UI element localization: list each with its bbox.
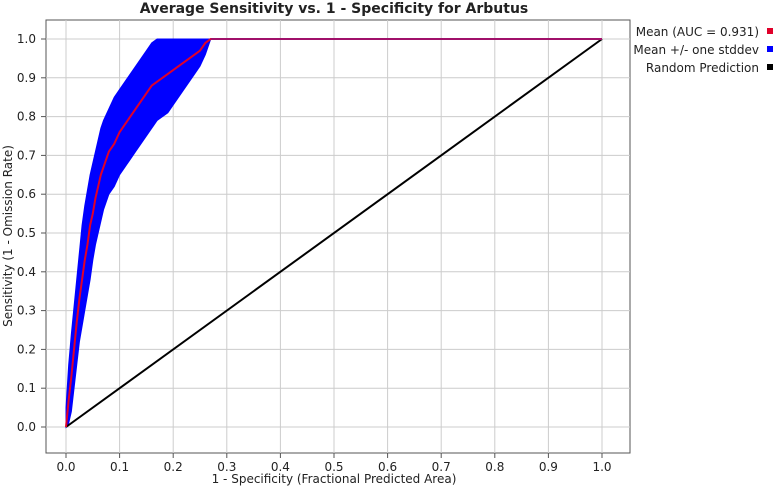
x-tick-label: 0.7 bbox=[432, 460, 451, 474]
legend-swatch-mean bbox=[767, 28, 773, 34]
y-tick-label: 0.7 bbox=[17, 148, 36, 162]
random-prediction-line bbox=[65, 38, 603, 428]
legend-swatch-random bbox=[767, 64, 773, 70]
x-tick-label: 0.2 bbox=[164, 460, 183, 474]
chart-title: Average Sensitivity vs. 1 - Specificity … bbox=[140, 1, 529, 17]
legend: Mean (AUC = 0.931) Mean +/- one stddev R… bbox=[633, 25, 773, 75]
y-tick-label: 0.8 bbox=[17, 110, 36, 124]
y-tick-label: 0.4 bbox=[17, 265, 36, 279]
series-lines bbox=[65, 38, 603, 428]
y-tick-label: 1.0 bbox=[17, 32, 36, 46]
x-tick-label: 0.5 bbox=[324, 460, 343, 474]
y-tick-label: 0.0 bbox=[17, 420, 36, 434]
x-tick-label: 0.9 bbox=[539, 460, 558, 474]
legend-swatch-stddev bbox=[767, 46, 773, 52]
x-tick-label: 0.3 bbox=[217, 460, 236, 474]
y-tick-label: 0.9 bbox=[17, 71, 36, 85]
stddev-band bbox=[65, 38, 212, 429]
y-tick-label: 0.3 bbox=[17, 304, 36, 318]
x-ticks: 0.0 0.1 0.2 0.3 0.4 0.5 0.6 0.7 0.8 0.9 1.0 bbox=[56, 453, 612, 474]
y-tick-label: 0.5 bbox=[17, 226, 36, 240]
legend-label-random: Random Prediction bbox=[646, 61, 759, 75]
legend-label-stddev: Mean +/- one stddev bbox=[633, 43, 759, 57]
x-tick-label: 0.0 bbox=[56, 460, 75, 474]
x-tick-label: 0.4 bbox=[271, 460, 290, 474]
y-tick-label: 0.2 bbox=[17, 342, 36, 356]
y-ticks: 0.0 0.1 0.2 0.3 0.4 0.5 0.6 0.7 0.8 0.9 1.0 bbox=[17, 32, 46, 434]
y-tick-label: 0.6 bbox=[17, 187, 36, 201]
x-tick-label: 0.1 bbox=[110, 460, 129, 474]
x-tick-label: 0.6 bbox=[378, 460, 397, 474]
y-axis-label: Sensitivity (1 - Omission Rate) bbox=[1, 145, 15, 327]
legend-label-mean: Mean (AUC = 0.931) bbox=[636, 25, 759, 39]
y-tick-label: 0.1 bbox=[17, 381, 36, 395]
x-tick-label: 0.8 bbox=[485, 460, 504, 474]
x-axis-label: 1 - Specificity (Fractional Predicted Ar… bbox=[212, 472, 457, 486]
x-tick-label: 1.0 bbox=[592, 460, 611, 474]
stddev-band-area bbox=[65, 38, 212, 429]
